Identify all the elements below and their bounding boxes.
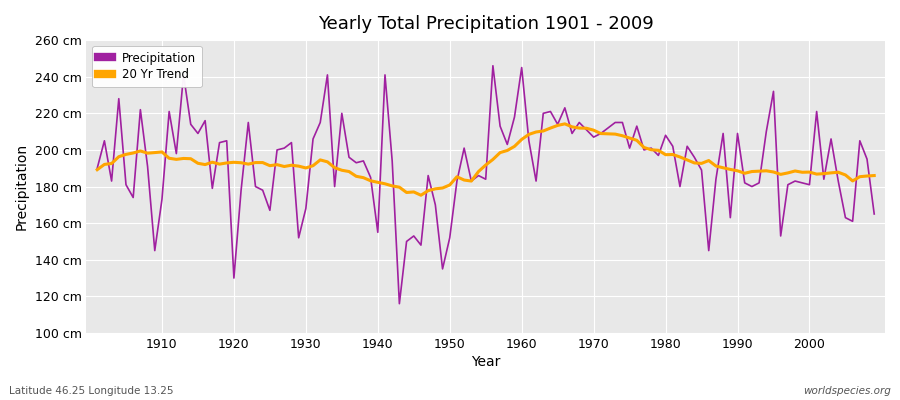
- Text: Latitude 46.25 Longitude 13.25: Latitude 46.25 Longitude 13.25: [9, 386, 174, 396]
- Y-axis label: Precipitation: Precipitation: [15, 143, 29, 230]
- 20 Yr Trend: [149, 150, 160, 155]
- Precipitation: [617, 120, 628, 125]
- 20 Yr Trend: [351, 174, 362, 179]
- Precipitation: [488, 63, 499, 68]
- Precipitation: [524, 138, 535, 143]
- Precipitation: [868, 212, 879, 216]
- 20 Yr Trend: [416, 193, 427, 198]
- 20 Yr Trend: [308, 163, 319, 168]
- 20 Yr Trend: [524, 132, 535, 137]
- 20 Yr Trend: [517, 137, 527, 142]
- X-axis label: Year: Year: [471, 355, 500, 369]
- Legend: Precipitation, 20 Yr Trend: Precipitation, 20 Yr Trend: [93, 46, 202, 87]
- Line: Precipitation: Precipitation: [97, 66, 874, 304]
- Precipitation: [351, 160, 362, 165]
- 20 Yr Trend: [560, 122, 571, 126]
- Precipitation: [92, 166, 103, 171]
- 20 Yr Trend: [617, 133, 628, 138]
- Line: 20 Yr Trend: 20 Yr Trend: [97, 124, 874, 195]
- 20 Yr Trend: [868, 173, 879, 178]
- 20 Yr Trend: [92, 167, 103, 172]
- Text: worldspecies.org: worldspecies.org: [803, 386, 891, 396]
- Precipitation: [394, 301, 405, 306]
- Title: Yearly Total Precipitation 1901 - 2009: Yearly Total Precipitation 1901 - 2009: [318, 15, 653, 33]
- Precipitation: [308, 136, 319, 141]
- Precipitation: [531, 179, 542, 184]
- Precipitation: [149, 248, 160, 253]
